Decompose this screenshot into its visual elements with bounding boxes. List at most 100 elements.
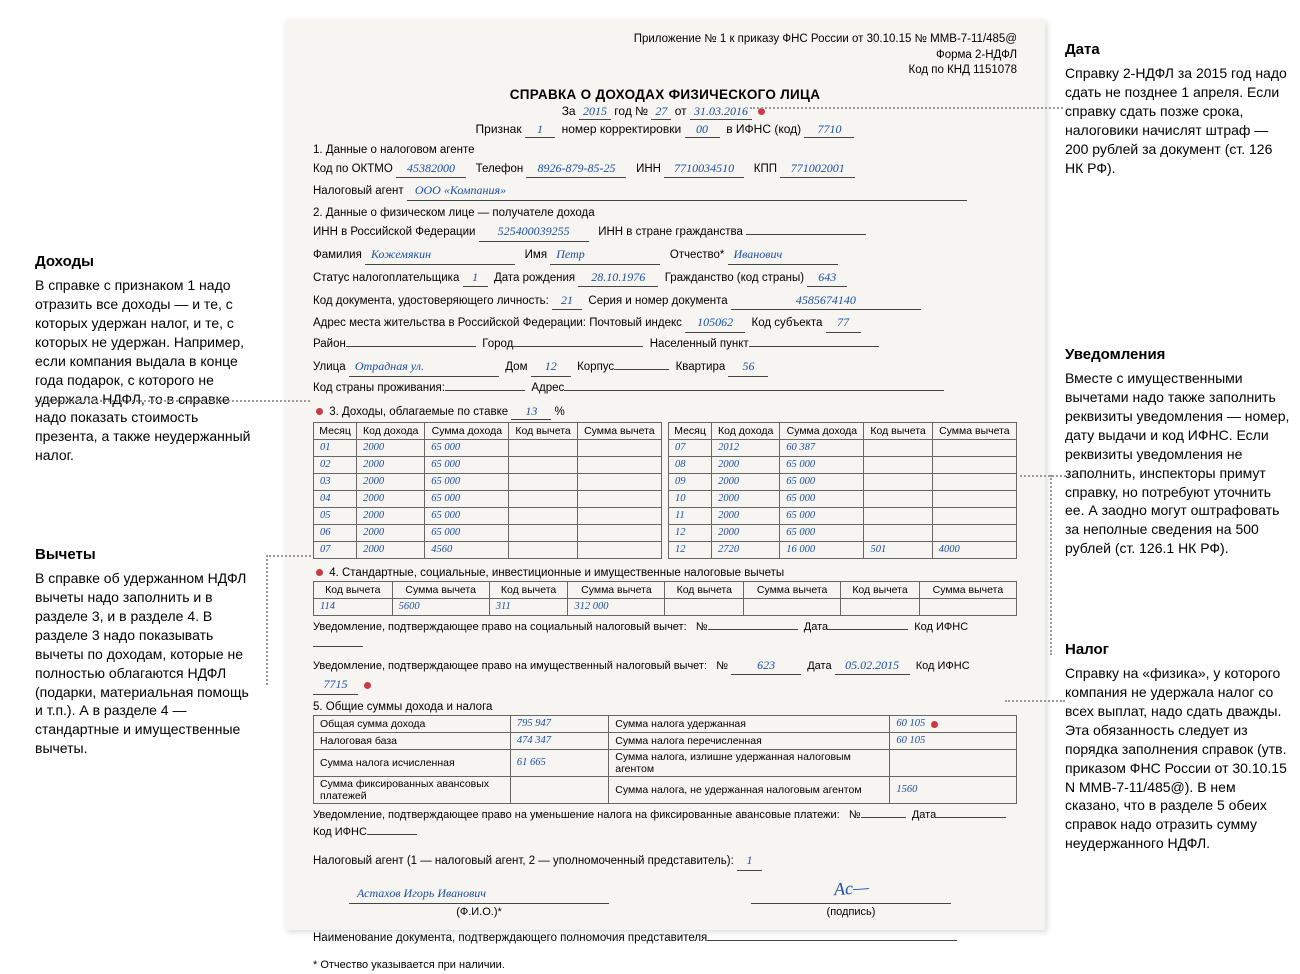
t-bv: 60 105 — [890, 715, 1017, 732]
bullet-s4 — [316, 569, 323, 576]
t-av: 795 947 — [510, 715, 608, 732]
citz-l: Гражданство (код страны) — [665, 272, 804, 284]
s5u-d: Дата — [912, 809, 936, 821]
addr-idx: 105062 — [685, 313, 745, 333]
form-title: СПРАВКА О ДОХОДАХ ФИЗИЧЕСКОГО ЛИЦА — [313, 87, 1017, 102]
ann-notif-t: Вместе с имущественными вычетами надо та… — [1065, 369, 1290, 558]
oktmo-v: 45382000 — [396, 159, 466, 179]
agent-l: Налоговый агент — [313, 185, 404, 197]
uvs-d-l: Дата — [804, 621, 828, 633]
imya-v: Петр — [550, 245, 660, 265]
s1-line1: Код по ОКТМО 45382000 Телефон 8926-879-8… — [313, 159, 1017, 179]
s2-l5: Адрес места жительства в Российской Феде… — [313, 313, 1017, 333]
s5-uved: Уведомление, подтверждающее право на уме… — [313, 807, 1017, 841]
dash-notif — [1020, 475, 1070, 477]
uvs-l: Уведомление, подтверждающее право на соц… — [313, 621, 687, 633]
ann-tax-t: Справку на «физика», у которого компания… — [1065, 664, 1290, 853]
rayon-l: Район — [313, 338, 346, 350]
otch-v: Иванович — [728, 245, 838, 265]
uvs-i-l: Код ИФНС — [914, 621, 968, 633]
s3-pct: % — [555, 406, 565, 418]
form-2ndfл: Приложение № 1 к приказу ФНС России от 3… — [285, 20, 1045, 930]
deduction-table: Код вычетаСумма вычетаКод вычетаСумма вы… — [313, 581, 1017, 616]
ann-deduct-t: В справке об удержанном НДФЛ вычеты надо… — [35, 569, 260, 758]
uved-imu: Уведомление, подтверждающее право на иму… — [313, 656, 1017, 695]
country-l: Код страны проживания: — [313, 382, 445, 394]
t-cv: 474 347 — [510, 732, 608, 749]
innc-v — [746, 234, 866, 235]
ifns-v: 7710 — [804, 122, 854, 138]
s2-l1: ИНН в Российской Федерации 525400039255 … — [313, 222, 1017, 242]
s2-l7: Улица Отрадная ул. Дом 12 Корпус Квартир… — [313, 357, 1017, 377]
footnote: * Отчество указывается при наличии. — [313, 957, 1017, 974]
dash-date — [750, 107, 1063, 109]
dob-v: 28.10.1976 — [578, 268, 658, 288]
t-ev: 61 665 — [510, 749, 608, 776]
uvi-no-l: № — [716, 660, 728, 672]
hdr-l2: Форма 2-НДФЛ — [313, 48, 1017, 64]
income-table-left: МесяцКод доходаСумма доходаКод вычетаСум… — [313, 422, 662, 559]
t-hv: 1560 — [890, 776, 1017, 803]
dash-deduct-h1 — [266, 555, 311, 557]
subj-l: Код субъекта — [752, 317, 823, 329]
num-val: 27 — [651, 104, 671, 120]
inn-v: 7710034510 — [664, 159, 744, 179]
s3-pre: 3. Доходы, облагаемые по ставке — [329, 406, 508, 418]
t-d: Сумма налога перечисленная — [609, 732, 890, 749]
dash-tax — [1005, 700, 1065, 702]
za: За — [562, 104, 576, 118]
s3-title: 3. Доходы, облагаемые по ставке 13 % — [313, 404, 1017, 420]
s2-title: 2. Данные о физическом лице — получателе… — [313, 207, 1017, 219]
doccode-v: 21 — [552, 291, 582, 311]
s1-line2: Налоговый агент ООО «Компания» — [313, 181, 1017, 201]
ann-income: Доходы В справке с признаком 1 надо отра… — [35, 252, 260, 465]
t-bv-t: 60 105 — [896, 718, 925, 729]
uvi-l: Уведомление, подтверждающее право на иму… — [313, 660, 707, 672]
ann-income-t: В справке с признаком 1 надо отразить вс… — [35, 276, 260, 465]
t-a: Общая сумма дохода — [314, 715, 511, 732]
ann-deduct: Вычеты В справке об удержанном НДФЛ выче… — [35, 545, 260, 758]
s2-l8: Код страны проживания: Адрес — [313, 380, 1017, 398]
t-g: Сумма фиксированных авансовых платежей — [314, 776, 511, 803]
docser-v: 4585674140 — [731, 291, 921, 311]
uvi-d-v: 05.02.2015 — [835, 656, 910, 676]
korp-l: Корпус — [577, 361, 614, 373]
fa-v: 1 — [737, 851, 762, 871]
uvi-no-v: 623 — [731, 656, 801, 676]
ann-date: Дата Справку 2-НДФЛ за 2015 год надо сда… — [1065, 40, 1290, 178]
totals-table: Общая сумма дохода795 947Сумма налога уд… — [313, 715, 1017, 804]
innrf-l: ИНН в Российской Федерации — [313, 226, 475, 238]
s2-l6: Район Город Населенный пункт — [313, 336, 1017, 354]
footer-sig: Астахов Игорь Иванович (Ф.И.О.)* Ac— (по… — [313, 875, 1017, 922]
fa-l: Налоговый агент (1 — налоговый агент, 2 … — [313, 855, 734, 867]
agent-v: ООО «Компания» — [407, 181, 967, 201]
uvs-no-l: № — [696, 621, 708, 633]
dob-l: Дата рождения — [494, 272, 575, 284]
addr-l: Адрес места жительства в Российской Феде… — [313, 317, 682, 329]
ann-notif-h: Уведомления — [1065, 345, 1290, 365]
innrf-v: 525400039255 — [479, 222, 589, 242]
priznak-v: 1 — [525, 122, 555, 138]
docname-l: Наименование документа, подтверждающего … — [313, 932, 707, 944]
t-gv — [510, 776, 608, 803]
t-c: Налоговая база — [314, 732, 511, 749]
kv-v: 56 — [728, 357, 768, 377]
otch-l: Отчество* — [670, 249, 724, 261]
fam-l: Фамилия — [313, 249, 362, 261]
s4-text: 4. Стандартные, социальные, инвестиционн… — [329, 567, 784, 579]
dash-income — [35, 400, 310, 402]
kpp-v: 771002001 — [780, 159, 855, 179]
ifns-l: в ИФНС (код) — [726, 122, 801, 136]
t-h: Сумма налога, не удержанная налоговым аг… — [609, 776, 890, 803]
inn-l: ИНН — [636, 163, 661, 175]
signature: Ac— — [833, 874, 870, 904]
t-dv: 60 105 — [890, 732, 1017, 749]
t-e: Сумма налога исчисленная — [314, 749, 511, 776]
s3-rate: 13 — [511, 404, 551, 420]
t-fv — [890, 749, 1017, 776]
income-table-right: МесяцКод доходаСумма доходаКод вычетаСум… — [668, 422, 1017, 559]
footer-agent: Налоговый агент (1 — налоговый агент, 2 … — [313, 851, 1017, 871]
dom-v: 12 — [531, 357, 571, 377]
bullet-s3 — [316, 408, 323, 415]
t-f: Сумма налога, излишне удержанная налогов… — [609, 749, 890, 776]
